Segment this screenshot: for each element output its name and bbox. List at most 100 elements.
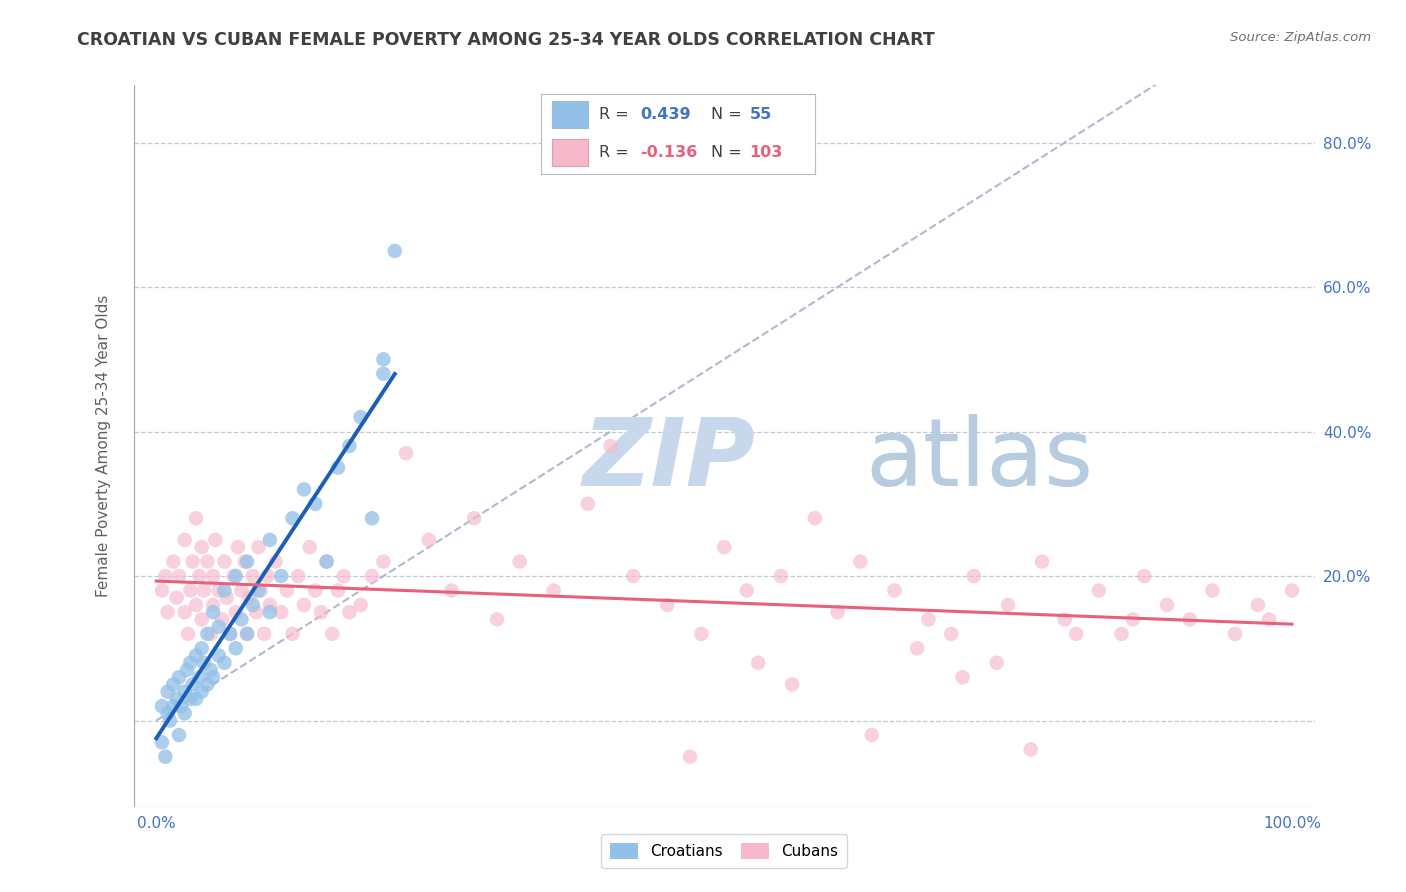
Point [233,555,256,569]
Point [679,749,702,764]
Point [463,511,485,525]
Point [270,605,292,619]
Point [963,569,986,583]
Point [247,583,270,598]
Point [214,583,236,598]
Point [195,627,219,641]
Point [156,706,179,721]
Point [188,569,211,583]
Point [304,497,326,511]
Point [361,511,384,525]
Point [315,555,337,569]
Point [332,569,354,583]
Text: R =: R = [599,145,634,160]
Text: 0.439: 0.439 [640,107,690,122]
Point [917,612,939,626]
Point [195,677,219,691]
Point [883,583,905,598]
Text: 55: 55 [749,107,772,122]
Point [195,555,219,569]
Text: N =: N = [711,145,747,160]
Point [321,627,343,641]
Point [150,735,173,749]
Point [162,555,184,569]
Point [373,352,395,367]
Point [208,648,231,663]
Point [326,583,349,598]
Point [309,605,332,619]
Text: Source: ZipAtlas.com: Source: ZipAtlas.com [1230,31,1371,45]
Point [827,605,849,619]
Point [202,670,225,684]
Point [1088,583,1111,598]
Point [236,627,259,641]
Point [156,684,179,698]
Point [219,627,242,641]
Point [245,605,267,619]
Point [256,569,278,583]
Point [249,583,271,598]
Point [166,591,188,605]
Point [159,714,181,728]
Point [173,605,195,619]
Point [200,663,222,677]
Point [543,583,565,598]
Point [200,627,222,641]
Point [190,540,212,554]
Point [326,460,349,475]
Point [1156,598,1178,612]
Point [259,605,281,619]
Point [485,612,508,626]
Point [202,605,225,619]
Point [179,656,201,670]
Point [188,670,211,684]
Text: atlas: atlas [866,415,1094,507]
Point [177,627,200,641]
Text: -0.136: -0.136 [640,145,697,160]
Point [292,598,315,612]
Point [1031,555,1053,569]
Point [173,684,195,698]
Point [231,583,253,598]
Point [304,583,326,598]
Point [1122,612,1144,626]
Text: N =: N = [711,107,747,122]
Point [167,670,190,684]
Point [236,627,259,641]
Point [941,627,963,641]
Text: ZIP: ZIP [582,415,755,507]
Text: R =: R = [599,107,634,122]
Point [166,692,188,706]
Point [281,627,304,641]
Point [905,641,928,656]
Point [1133,569,1156,583]
Point [208,583,231,598]
Point [184,598,207,612]
Point [264,555,287,569]
Point [215,591,238,605]
Point [576,497,599,511]
Text: CROATIAN VS CUBAN FEMALE POVERTY AMONG 25-34 YEAR OLDS CORRELATION CHART: CROATIAN VS CUBAN FEMALE POVERTY AMONG 2… [77,31,935,49]
Point [173,533,195,547]
Point [247,540,270,554]
Point [1111,627,1133,641]
Point [735,583,758,598]
Point [1258,612,1281,626]
Point [170,699,193,714]
Point [1201,583,1223,598]
Point [384,244,406,258]
Point [167,728,190,742]
Point [184,511,207,525]
Point [225,605,247,619]
Point [179,583,201,598]
Point [181,555,204,569]
Point [222,569,245,583]
Point [156,605,179,619]
Point [231,612,253,626]
Point [287,569,309,583]
Point [155,749,177,764]
FancyBboxPatch shape [553,138,588,166]
Point [657,598,679,612]
Point [1053,612,1076,626]
Point [350,410,373,425]
